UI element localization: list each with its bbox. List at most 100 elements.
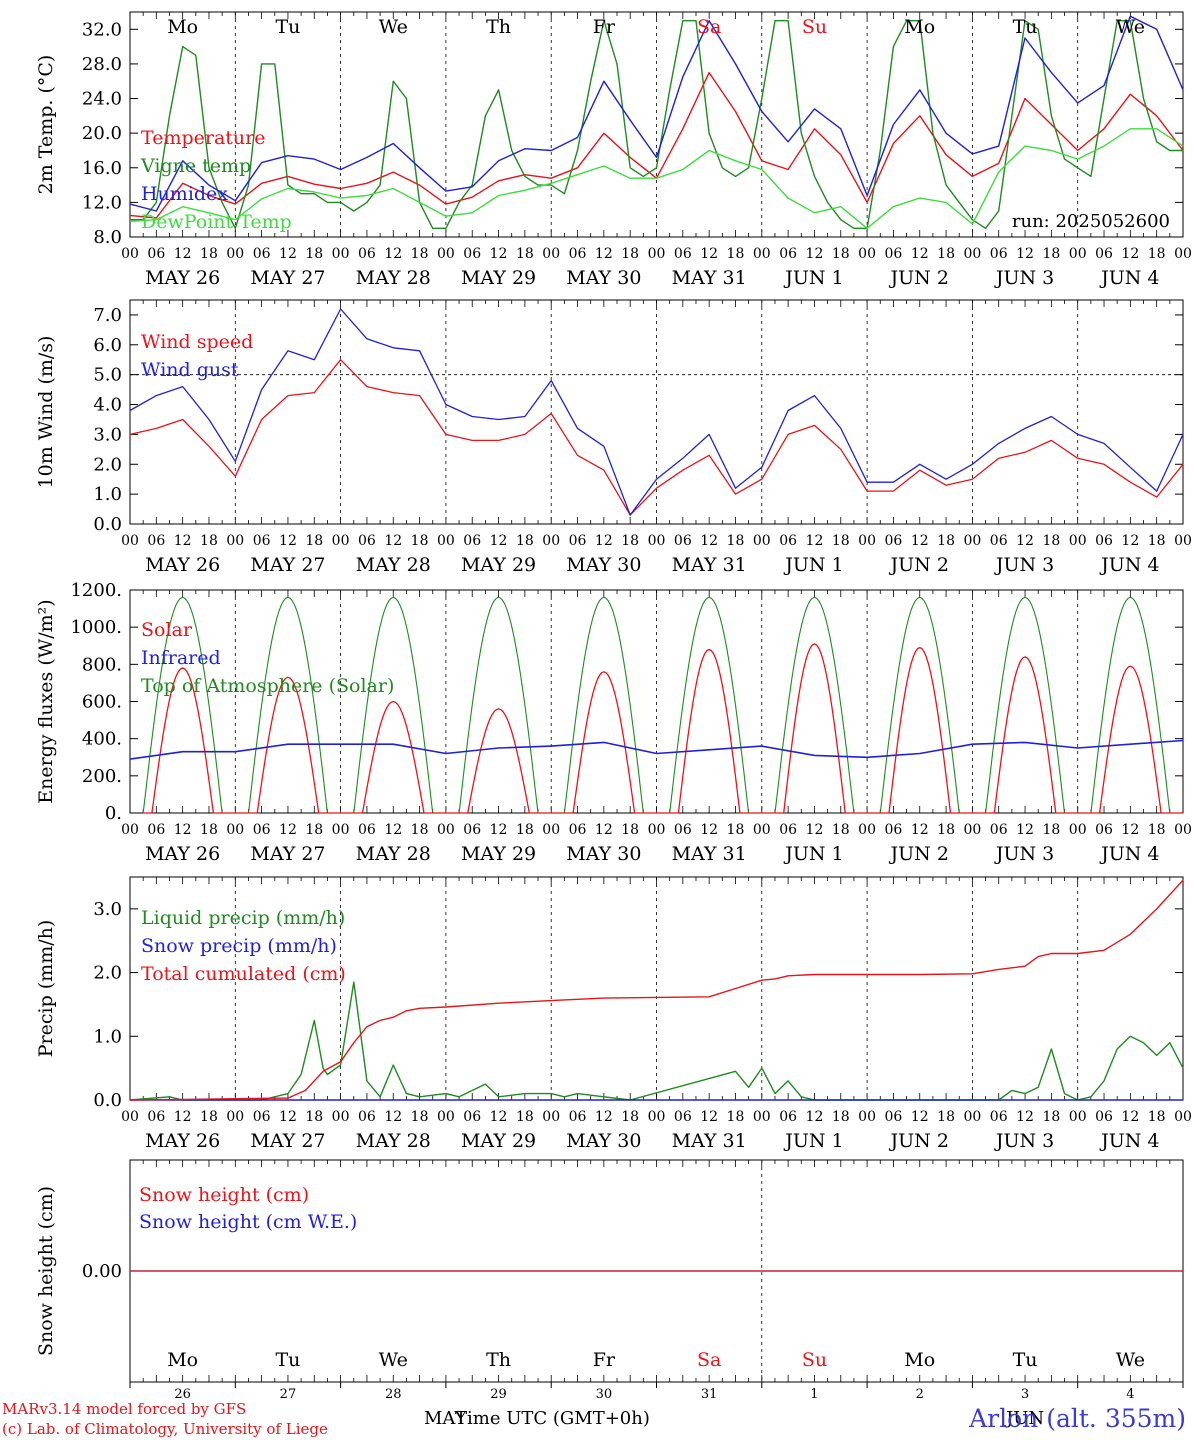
hour-tick-label: 06 [253, 822, 271, 838]
hour-tick-label: 00 [542, 1109, 560, 1125]
hour-tick-label: 06 [674, 246, 692, 262]
hour-tick-label: 00 [858, 1109, 876, 1125]
hour-tick-label: 00 [437, 246, 455, 262]
hour-tick-label: 18 [200, 822, 218, 838]
y-tick-label: 3.0 [93, 899, 122, 920]
hour-tick-label: 18 [937, 533, 955, 549]
hour-tick-label: 06 [569, 533, 587, 549]
hour-tick-label: 12 [595, 1109, 613, 1125]
legend-temperature: Temperature [141, 127, 265, 149]
hour-tick-label: 18 [1148, 246, 1166, 262]
date-label: MAY 29 [461, 1130, 536, 1152]
hour-tick-label: 06 [1095, 533, 1113, 549]
bottom-month-jun: JUN [1006, 1408, 1045, 1429]
date-label: JUN 3 [994, 843, 1054, 865]
weekday-label-bottom: We [379, 1349, 408, 1371]
hour-tick-label: 18 [200, 533, 218, 549]
y-tick-label: 6.0 [93, 335, 122, 356]
hour-tick-label: 12 [595, 822, 613, 838]
hour-tick-label: 12 [700, 246, 718, 262]
hour-tick-label: 00 [1174, 822, 1192, 838]
hour-tick-label: 06 [779, 822, 797, 838]
hour-tick-label: 06 [147, 1109, 165, 1125]
hour-tick-label: 06 [1095, 822, 1113, 838]
station-label: Arlon (alt. 355m) [969, 1404, 1186, 1433]
hour-tick-label: 12 [1121, 533, 1139, 549]
weekday-label-bottom: Th [486, 1349, 511, 1371]
date-label: JUN 2 [889, 1130, 949, 1152]
hour-tick-label: 12 [174, 246, 192, 262]
y-tick-label: 600. [82, 692, 122, 713]
series-top-of-atmosphere-solar [142, 596, 1183, 814]
hour-tick-label: 06 [885, 1109, 903, 1125]
date-label: JUN 1 [783, 1130, 843, 1152]
day-number-label: 2 [916, 1387, 924, 1402]
weekday-label-bottom: Mo [167, 1349, 198, 1371]
day-number-label: 4 [1126, 1387, 1134, 1402]
date-label: JUN 4 [1099, 267, 1159, 289]
date-label: MAY 26 [145, 1130, 220, 1152]
hour-tick-label: 00 [332, 246, 350, 262]
weekday-label-bottom: Mo [904, 1349, 935, 1371]
date-label: MAY 29 [461, 554, 536, 576]
hour-tick-label: 06 [779, 246, 797, 262]
hour-tick-label: 18 [1042, 822, 1060, 838]
hour-tick-label: 18 [411, 1109, 429, 1125]
day-number-label: 30 [596, 1387, 613, 1402]
hour-tick-label: 00 [1174, 246, 1192, 262]
hour-tick-label: 00 [963, 246, 981, 262]
y-tick-label: 8.0 [93, 227, 122, 248]
hour-tick-label: 00 [1174, 533, 1192, 549]
hour-tick-label: 00 [121, 246, 139, 262]
legend-dewpoint-temp: DewPoint Temp [141, 211, 292, 233]
hour-tick-label: 18 [411, 533, 429, 549]
hour-tick-label: 18 [937, 822, 955, 838]
hour-tick-label: 06 [674, 1109, 692, 1125]
date-label: JUN 1 [783, 843, 843, 865]
hour-tick-label: 06 [990, 822, 1008, 838]
y-tick-label: 1000. [70, 617, 122, 638]
hour-tick-label: 00 [542, 246, 560, 262]
series-humidex [129, 15, 1184, 212]
y-axis-label: Snow height (cm) [35, 1186, 57, 1356]
hour-tick-label: 06 [358, 822, 376, 838]
hour-tick-label: 06 [358, 246, 376, 262]
date-label: MAY 27 [250, 554, 325, 576]
hour-tick-label: 12 [700, 1109, 718, 1125]
weekday-label: We [1116, 16, 1145, 38]
hour-tick-label: 06 [358, 1109, 376, 1125]
hour-tick-label: 18 [305, 246, 323, 262]
y-tick-label: 4.0 [93, 395, 122, 416]
hour-tick-label: 00 [648, 822, 666, 838]
hour-tick-label: 06 [147, 822, 165, 838]
y-tick-label: 0. [105, 803, 122, 824]
hour-tick-label: 18 [621, 1109, 639, 1125]
hour-tick-label: 12 [174, 1109, 192, 1125]
hour-tick-label: 06 [674, 822, 692, 838]
weekday-label: Th [486, 16, 511, 38]
hour-tick-label: 06 [674, 533, 692, 549]
day-number-label: 1 [810, 1387, 818, 1402]
hour-tick-label: 00 [753, 822, 771, 838]
hour-tick-label: 18 [832, 822, 850, 838]
hour-tick-label: 12 [490, 246, 508, 262]
weekday-label: Su [802, 16, 827, 38]
hour-tick-label: 18 [621, 822, 639, 838]
hour-tick-label: 12 [911, 533, 929, 549]
series-dewpoint-temp [129, 128, 1184, 230]
hour-tick-label: 18 [832, 533, 850, 549]
date-label: MAY 27 [250, 1130, 325, 1152]
hour-tick-label: 18 [1148, 822, 1166, 838]
hour-tick-label: 18 [1042, 533, 1060, 549]
y-axis-label: 2m Temp. (°C) [35, 55, 57, 195]
legend-solar: Solar [141, 619, 193, 641]
hour-tick-label: 00 [121, 822, 139, 838]
hour-tick-label: 12 [490, 822, 508, 838]
hour-tick-label: 12 [490, 1109, 508, 1125]
hour-tick-label: 00 [1069, 1109, 1087, 1125]
hour-tick-label: 00 [1174, 1109, 1192, 1125]
legend-snow-precip-mm-h-: Snow precip (mm/h) [141, 935, 337, 957]
date-label: MAY 26 [145, 267, 220, 289]
weekday-label-bottom: Fr [593, 1349, 616, 1371]
series-total-cumulated-cm- [129, 879, 1184, 1101]
